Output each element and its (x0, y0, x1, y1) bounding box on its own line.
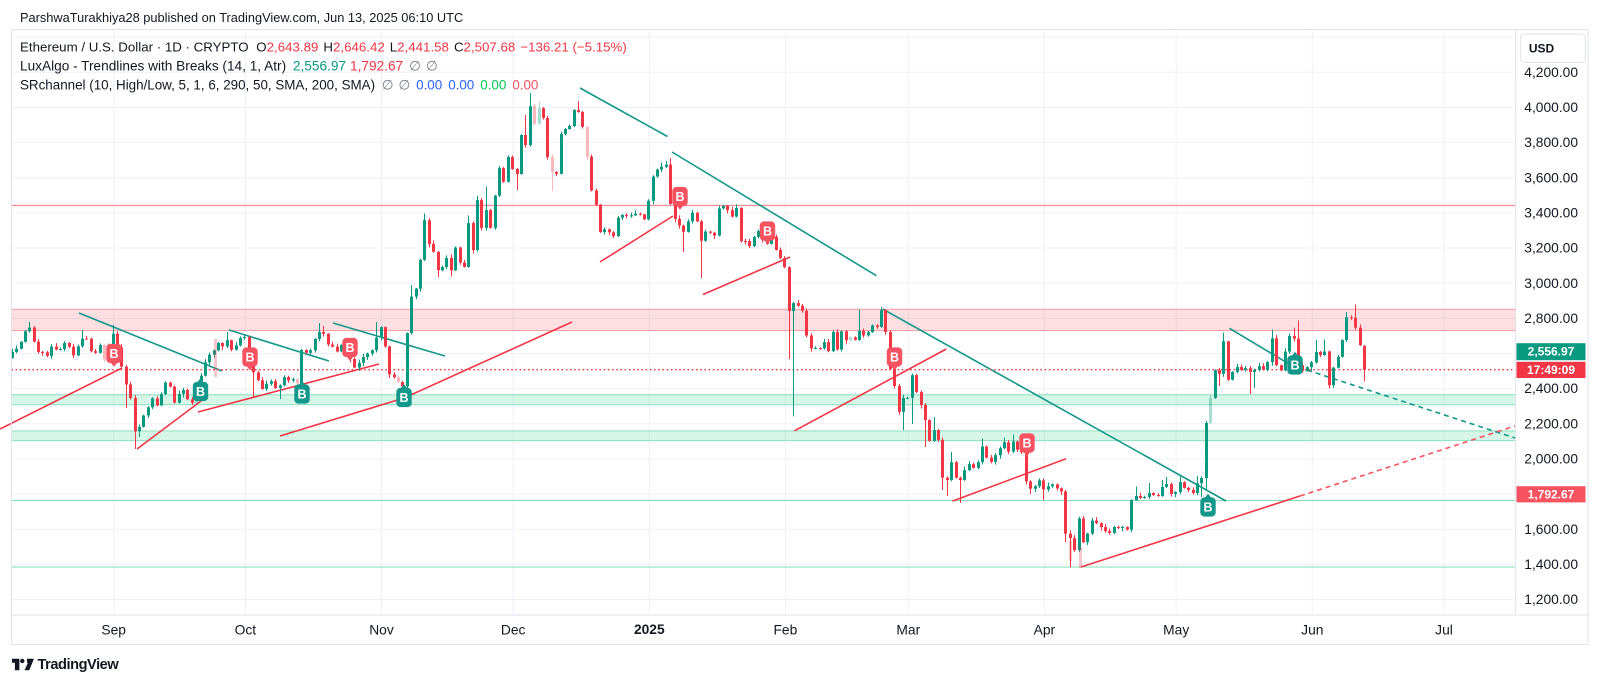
svg-text:Sep: Sep (101, 623, 126, 638)
svg-text:Jul: Jul (1435, 623, 1453, 638)
svg-text:3,400.00: 3,400.00 (1524, 206, 1578, 221)
svg-text:Apr: Apr (1034, 623, 1056, 638)
svg-text:USD: USD (1529, 42, 1555, 56)
svg-text:Dec: Dec (501, 623, 526, 638)
svg-text:B: B (763, 225, 772, 239)
svg-text:B: B (196, 385, 205, 399)
svg-text:B: B (345, 341, 354, 355)
svg-text:1,400.00: 1,400.00 (1524, 557, 1578, 572)
svg-text:2,400.00: 2,400.00 (1524, 381, 1578, 396)
svg-text:3,200.00: 3,200.00 (1524, 241, 1578, 256)
svg-text:B: B (1203, 501, 1212, 515)
svg-text:Feb: Feb (774, 623, 798, 638)
svg-text:3,800.00: 3,800.00 (1524, 135, 1578, 150)
svg-text:2025: 2025 (634, 622, 665, 637)
svg-text:TradingView: TradingView (38, 657, 120, 673)
svg-text:3,000.00: 3,000.00 (1524, 276, 1578, 291)
svg-text:1,600.00: 1,600.00 (1524, 522, 1578, 537)
svg-text:B: B (890, 351, 899, 365)
svg-text:B: B (109, 347, 118, 361)
svg-text:17:49:09: 17:49:09 (1527, 363, 1575, 377)
svg-text:Mar: Mar (896, 623, 920, 638)
svg-text:2,200.00: 2,200.00 (1524, 416, 1578, 431)
svg-text:4,200.00: 4,200.00 (1524, 65, 1578, 80)
svg-text:B: B (1290, 359, 1299, 373)
svg-text:1,200.00: 1,200.00 (1524, 592, 1578, 607)
svg-text:Nov: Nov (369, 623, 394, 638)
svg-text:B: B (245, 351, 254, 365)
svg-text:B: B (675, 190, 684, 204)
svg-text:4,000.00: 4,000.00 (1524, 100, 1578, 115)
svg-text:Ethereum / U.S. Dollar · 1D ·: Ethereum / U.S. Dollar · 1D · CRYPTO O2,… (20, 40, 627, 55)
svg-text:1,792.67: 1,792.67 (1528, 487, 1575, 501)
svg-text:2,800.00: 2,800.00 (1524, 311, 1578, 326)
svg-text:Oct: Oct (235, 623, 257, 638)
svg-text:SRchannel (10, High/Low, 5, 1,: SRchannel (10, High/Low, 5, 1, 6, 290, 5… (20, 78, 538, 93)
svg-text:B: B (1022, 437, 1031, 451)
svg-text:3,600.00: 3,600.00 (1524, 170, 1578, 185)
svg-text:2,000.00: 2,000.00 (1524, 452, 1578, 467)
svg-text:LuxAlgo - Trendlines with Brea: LuxAlgo - Trendlines with Breaks (14, 1,… (20, 59, 438, 74)
svg-text:May: May (1163, 623, 1189, 638)
svg-text:Jun: Jun (1301, 623, 1323, 638)
svg-text:ParshwaTurakhiya28 published o: ParshwaTurakhiya28 published on TradingV… (20, 10, 463, 25)
svg-text:2,556.97: 2,556.97 (1528, 345, 1575, 359)
svg-text:B: B (399, 391, 408, 405)
svg-text:B: B (297, 388, 306, 402)
